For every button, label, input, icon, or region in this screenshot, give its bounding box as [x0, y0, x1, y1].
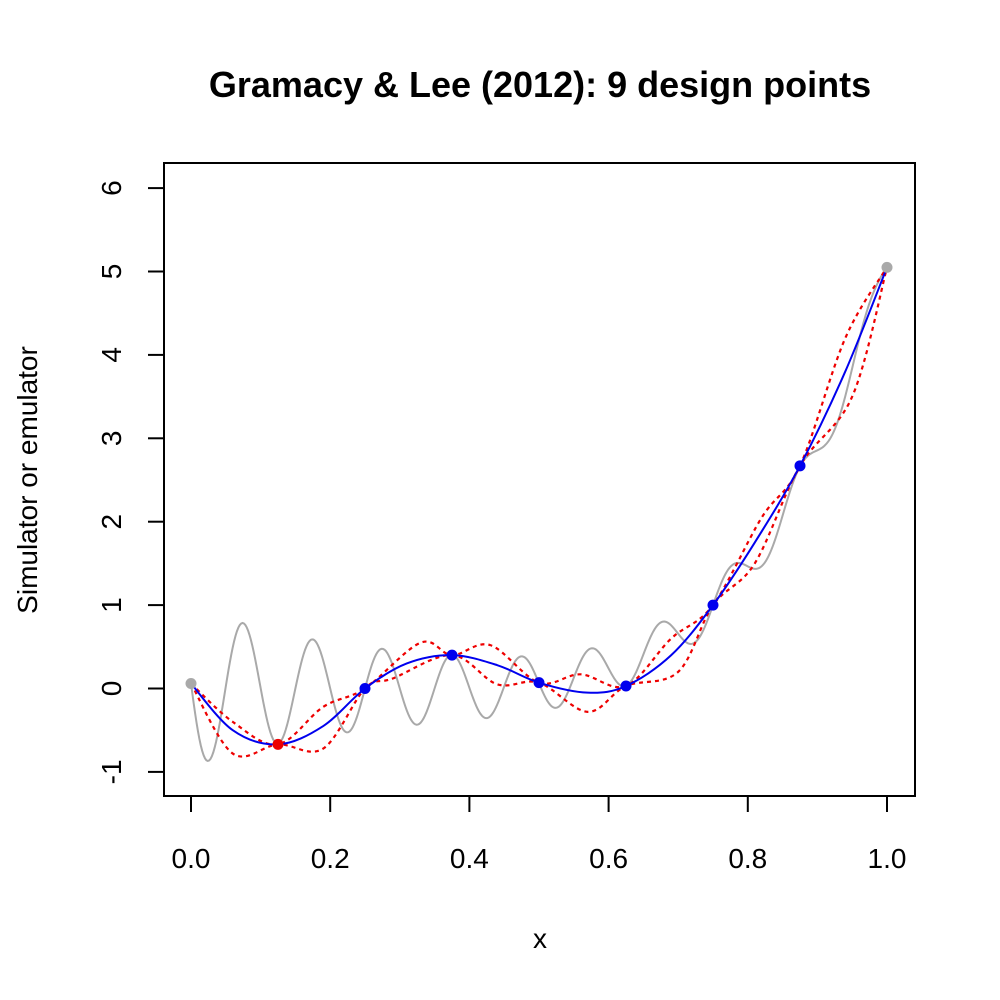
y-tick-label: 3 [96, 431, 127, 447]
y-tick-label: 6 [96, 180, 127, 196]
emulator-mean-line [190, 266, 888, 746]
x-tick-label: 0.8 [728, 843, 767, 874]
design-point [794, 460, 806, 472]
y-tick-label: 1 [96, 597, 127, 613]
chart-title: Gramacy & Lee (2012): 9 design points [209, 64, 871, 105]
x-tick-label: 0.2 [311, 843, 350, 874]
y-axis-title: Simulator or emulator [12, 346, 43, 614]
y-tick-label: 4 [96, 347, 127, 363]
design-point [446, 649, 458, 661]
mean-layer [190, 266, 888, 746]
y-tick-label: 5 [96, 264, 127, 280]
y-tick-label: 2 [96, 514, 127, 530]
design-point [272, 738, 284, 750]
x-axis: 0.0 0.2 0.4 0.6 0.8 1.0 [172, 795, 907, 874]
design-point [881, 261, 893, 273]
y-axis: -1 0 1 2 3 4 5 6 [96, 180, 165, 784]
design-point [185, 677, 197, 689]
x-axis-title: x [533, 923, 547, 954]
design-point [620, 680, 632, 692]
design-points [185, 261, 893, 750]
plot-frame [163, 162, 916, 797]
upper-bound-line [190, 266, 888, 746]
design-point [533, 677, 545, 689]
x-tick-label: 0.0 [172, 843, 211, 874]
x-tick-label: 1.0 [868, 843, 907, 874]
x-tick-label: 0.4 [450, 843, 489, 874]
y-tick-label: -1 [96, 759, 127, 784]
x-tick-label: 0.6 [589, 843, 628, 874]
y-tick-label: 0 [96, 681, 127, 697]
design-point [359, 683, 371, 694]
design-point [707, 599, 719, 611]
